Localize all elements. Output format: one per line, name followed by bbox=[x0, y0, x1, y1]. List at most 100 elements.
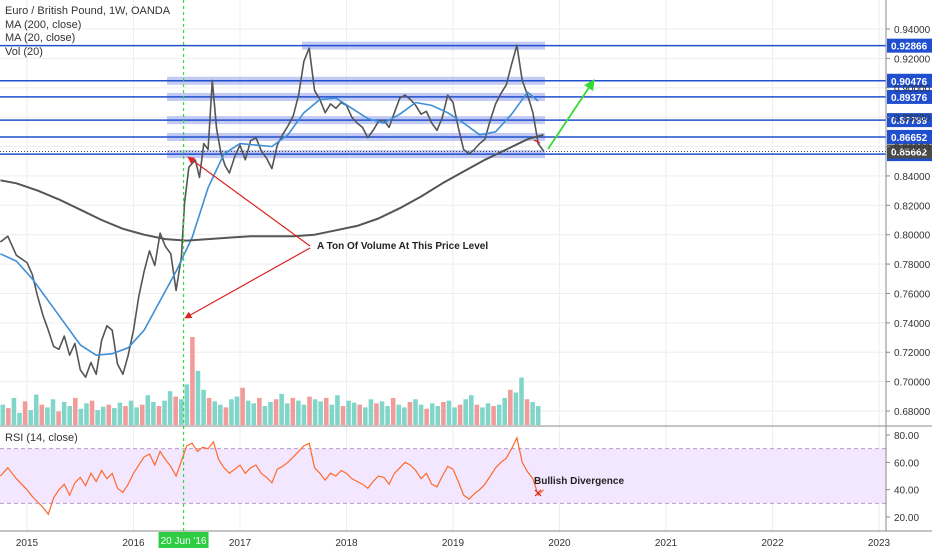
volume-bar bbox=[223, 407, 229, 425]
green-projection-arrow bbox=[547, 79, 595, 150]
y-tick-label: 0.86000 bbox=[894, 143, 931, 154]
volume-bar bbox=[162, 400, 167, 425]
annotation-arrows bbox=[182, 0, 595, 531]
volume-bar bbox=[67, 406, 73, 425]
x-tick-label: 2022 bbox=[761, 538, 784, 549]
date-marker-label: 20 Jun '16 bbox=[161, 536, 207, 547]
rsi-legend: RSI (14, close) bbox=[5, 432, 78, 444]
volume-bar bbox=[251, 403, 257, 425]
chart-legend: Euro / British Pound, 1W, OANDA MA (200,… bbox=[5, 5, 170, 59]
y-tick-label: 0.90000 bbox=[894, 84, 931, 95]
volume-bar bbox=[84, 403, 89, 425]
level-price-tag bbox=[887, 129, 932, 144]
level-price-label: 0.86652 bbox=[891, 133, 928, 144]
volume-bar bbox=[95, 410, 100, 425]
x-tick-label: 2023 bbox=[868, 538, 891, 549]
volume-bar bbox=[418, 404, 424, 425]
volume-bar bbox=[195, 370, 201, 425]
rsi-y-tick-label: 20.00 bbox=[894, 513, 919, 524]
volume-bar bbox=[480, 407, 485, 425]
level-price-label: 0.90476 bbox=[891, 77, 928, 88]
x-tick-label: 2021 bbox=[655, 538, 678, 549]
current-price-label: 0.85662 bbox=[891, 148, 928, 159]
volume-bar bbox=[61, 401, 67, 425]
volume-bar bbox=[335, 395, 340, 425]
price-series bbox=[0, 44, 545, 378]
volume-bar bbox=[50, 399, 56, 425]
volume-bar bbox=[73, 397, 78, 425]
current-price-tag bbox=[887, 144, 932, 159]
volume-bar bbox=[123, 406, 128, 425]
y-tick-label: 0.68000 bbox=[894, 407, 931, 418]
volume-bar bbox=[151, 401, 156, 425]
volume-bar bbox=[11, 397, 17, 425]
x-tick-label: 2019 bbox=[442, 538, 465, 549]
volume-bar bbox=[318, 401, 323, 425]
volume-bar bbox=[535, 406, 541, 425]
level-price-tag bbox=[887, 113, 932, 128]
volume-bars bbox=[0, 337, 541, 425]
volume-bar bbox=[446, 400, 452, 425]
volume-bar bbox=[173, 396, 178, 425]
volume-bar bbox=[139, 404, 145, 425]
y-tick-label: 0.80000 bbox=[894, 231, 931, 242]
price-line bbox=[0, 44, 545, 378]
volume-bar bbox=[346, 400, 351, 425]
volume-bar bbox=[89, 400, 95, 425]
volume-bar bbox=[340, 406, 346, 425]
y-tick-label: 0.88000 bbox=[894, 113, 931, 124]
volume-bar bbox=[508, 389, 513, 425]
volume-bar bbox=[502, 397, 508, 425]
volume-bar bbox=[78, 408, 84, 425]
volume-bar bbox=[167, 391, 173, 425]
volume-bar bbox=[0, 404, 6, 425]
volume-bar bbox=[385, 406, 390, 425]
volume-bar bbox=[435, 406, 441, 425]
volume-bar bbox=[201, 389, 206, 425]
volume-note: A Ton Of Volume At This Price Level bbox=[317, 241, 488, 252]
volume-bar bbox=[134, 407, 139, 425]
volume-bar bbox=[390, 397, 396, 425]
grid-lines bbox=[0, 0, 886, 531]
volume-bar bbox=[463, 399, 468, 425]
volume-bar bbox=[33, 394, 39, 425]
chart-title: Euro / British Pound, 1W, OANDA bbox=[5, 5, 171, 17]
volume-bar bbox=[307, 396, 312, 425]
volume-bar bbox=[106, 404, 112, 425]
level-price-tag bbox=[887, 89, 932, 104]
volume-bar bbox=[279, 393, 284, 425]
x-tick-label: 2015 bbox=[16, 538, 39, 549]
volume-bar bbox=[429, 403, 435, 425]
volume-bar bbox=[312, 399, 318, 425]
rsi-y-tick-label: 60.00 bbox=[894, 458, 919, 469]
y-tick-label: 0.72000 bbox=[894, 348, 931, 359]
volume-bar bbox=[245, 400, 251, 425]
rsi-y-tick-label: 40.00 bbox=[894, 486, 919, 497]
rsi-y-tick-label: 80.00 bbox=[894, 431, 919, 442]
volume-bar bbox=[28, 410, 33, 425]
volume-bar bbox=[524, 399, 530, 425]
volume-bar bbox=[112, 408, 117, 425]
y-tick-label: 0.70000 bbox=[894, 378, 931, 389]
divergence-mark-rsi bbox=[534, 489, 542, 497]
volume-bar bbox=[413, 399, 418, 425]
level-price-label: 0.89376 bbox=[891, 93, 928, 104]
red-arrow-lower bbox=[184, 247, 311, 319]
volume-bar bbox=[296, 400, 301, 425]
ma200-line bbox=[0, 133, 544, 242]
volume-bar bbox=[357, 404, 363, 425]
volume-bar bbox=[145, 395, 151, 425]
volume-bar bbox=[218, 404, 223, 425]
volume-bar bbox=[519, 377, 524, 425]
volume-bar bbox=[351, 402, 357, 425]
ma20-legend: MA (20, close) bbox=[5, 32, 76, 44]
volume-bar bbox=[452, 407, 457, 425]
volume-bar bbox=[457, 404, 463, 425]
y-tick-label: 0.76000 bbox=[894, 289, 931, 300]
volume-bar bbox=[396, 404, 402, 425]
level-price-label: 0.92866 bbox=[891, 42, 928, 53]
divergence-note: Bullish Divergence bbox=[534, 476, 624, 487]
volume-bar bbox=[128, 400, 134, 425]
